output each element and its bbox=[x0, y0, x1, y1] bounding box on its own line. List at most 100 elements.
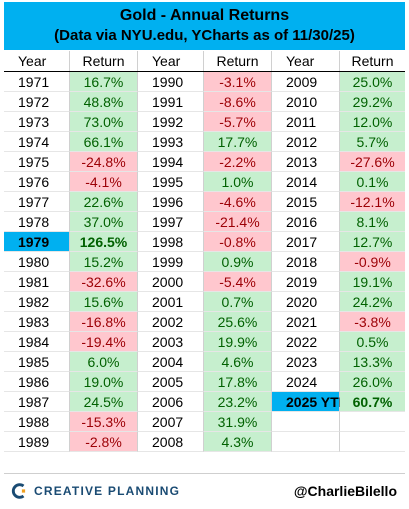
year-cell: 1995 bbox=[138, 172, 204, 192]
year-cell: 2023 bbox=[272, 352, 340, 372]
year-cell: 2013 bbox=[272, 152, 340, 172]
return-cell: 4.3% bbox=[204, 432, 272, 452]
return-cell: -16.8% bbox=[70, 312, 138, 332]
year-cell: 2002 bbox=[138, 312, 204, 332]
table-row: 1974 66.1% 1993 17.7% 2012 5.7% bbox=[4, 132, 405, 152]
table-row: 1971 16.7% 1990 -3.1% 2009 25.0% bbox=[4, 72, 405, 92]
year-cell: 2022 bbox=[272, 332, 340, 352]
footer: CREATIVE PLANNING @CharlieBilello bbox=[4, 473, 405, 507]
return-cell: 19.9% bbox=[204, 332, 272, 352]
return-cell: 26.0% bbox=[340, 372, 405, 392]
return-cell: 8.1% bbox=[340, 212, 405, 232]
year-cell: 2021 bbox=[272, 312, 340, 332]
table-row: 1972 48.8% 1991 -8.6% 2010 29.2% bbox=[4, 92, 405, 112]
table-row: 1985 6.0% 2004 4.6% 2023 13.3% bbox=[4, 352, 405, 372]
table-row: 1975 -24.8% 1994 -2.2% 2013 -27.6% bbox=[4, 152, 405, 172]
year-cell: 2008 bbox=[138, 432, 204, 452]
table-header-banner: Gold - Annual Returns (Data via NYU.edu,… bbox=[4, 2, 405, 50]
year-cell: 1994 bbox=[138, 152, 204, 172]
header-year-2: Year bbox=[138, 51, 204, 71]
year-cell: 1973 bbox=[4, 112, 70, 132]
empty-cell bbox=[340, 432, 405, 452]
year-cell: 1974 bbox=[4, 132, 70, 152]
return-cell: -15.3% bbox=[70, 412, 138, 432]
return-cell: -3.1% bbox=[204, 72, 272, 92]
return-cell: 5.7% bbox=[340, 132, 405, 152]
return-cell: 1.0% bbox=[204, 172, 272, 192]
year-cell: 1993 bbox=[138, 132, 204, 152]
return-cell: 73.0% bbox=[70, 112, 138, 132]
year-cell: 2024 bbox=[272, 372, 340, 392]
year-cell: 2006 bbox=[138, 392, 204, 412]
year-cell: 1984 bbox=[4, 332, 70, 352]
return-cell: 126.5% bbox=[70, 232, 138, 252]
return-cell: -5.7% bbox=[204, 112, 272, 132]
year-cell: 1980 bbox=[4, 252, 70, 272]
year-cell: 2017 bbox=[272, 232, 340, 252]
return-cell: 0.5% bbox=[340, 332, 405, 352]
table-title: Gold - Annual Returns bbox=[119, 7, 290, 24]
year-cell: 1997 bbox=[138, 212, 204, 232]
year-cell: 1990 bbox=[138, 72, 204, 92]
return-cell: -2.8% bbox=[70, 432, 138, 452]
return-cell: 13.3% bbox=[340, 352, 405, 372]
return-cell: 4.6% bbox=[204, 352, 272, 372]
table-row: 1983 -16.8% 2002 25.6% 2021 -3.8% bbox=[4, 312, 405, 332]
year-cell: 1999 bbox=[138, 252, 204, 272]
year-cell: 1989 bbox=[4, 432, 70, 452]
return-cell: -24.8% bbox=[70, 152, 138, 172]
return-cell: 0.9% bbox=[204, 252, 272, 272]
return-cell: 0.1% bbox=[340, 172, 405, 192]
return-cell: -27.6% bbox=[340, 152, 405, 172]
table-column-headers: Year Return Year Return Year Return bbox=[4, 51, 405, 72]
return-cell: 19.1% bbox=[340, 272, 405, 292]
year-cell: 2005 bbox=[138, 372, 204, 392]
return-cell: 31.9% bbox=[204, 412, 272, 432]
year-cell: 1991 bbox=[138, 92, 204, 112]
header-return-2: Return bbox=[204, 51, 272, 71]
table-row: 1989 -2.8% 2008 4.3% bbox=[4, 432, 405, 452]
year-cell: 1996 bbox=[138, 192, 204, 212]
year-cell: 1988 bbox=[4, 412, 70, 432]
return-cell: -5.4% bbox=[204, 272, 272, 292]
header-return-3: Return bbox=[351, 53, 394, 69]
table-row: 1976 -4.1% 1995 1.0% 2014 0.1% bbox=[4, 172, 405, 192]
return-cell: 12.0% bbox=[340, 112, 405, 132]
year-cell: 1976 bbox=[4, 172, 70, 192]
empty-cell bbox=[272, 432, 340, 452]
header-year-3: Year bbox=[272, 51, 340, 71]
year-cell: 2003 bbox=[138, 332, 204, 352]
year-cell: 2019 bbox=[272, 272, 340, 292]
year-cell: 1978 bbox=[4, 212, 70, 232]
return-cell: 0.7% bbox=[204, 292, 272, 312]
table-row: 1979 126.5% 1998 -0.8% 2017 12.7% bbox=[4, 232, 405, 252]
empty-cell bbox=[272, 412, 340, 432]
return-cell: 66.1% bbox=[70, 132, 138, 152]
return-cell: -3.8% bbox=[340, 312, 405, 332]
table-row: 1984 -19.4% 2003 19.9% 2022 0.5% bbox=[4, 332, 405, 352]
year-cell: 1977 bbox=[4, 192, 70, 212]
brand-name: CREATIVE PLANNING bbox=[34, 483, 181, 498]
year-cell: 1975 bbox=[4, 152, 70, 172]
table-row: 1982 15.6% 2001 0.7% 2020 24.2% bbox=[4, 292, 405, 312]
table-row: 1978 37.0% 1997 -21.4% 2016 8.1% bbox=[4, 212, 405, 232]
return-cell: 19.0% bbox=[70, 372, 138, 392]
header-return-1: Return bbox=[70, 51, 138, 71]
year-cell: 2018 bbox=[272, 252, 340, 272]
creative-planning-logo: CREATIVE PLANNING bbox=[10, 482, 180, 500]
year-cell: 1972 bbox=[4, 92, 70, 112]
year-cell: 2001 bbox=[138, 292, 204, 312]
return-cell: 6.0% bbox=[70, 352, 138, 372]
year-cell: 2025 YTD bbox=[272, 392, 349, 412]
year-cell: 1971 bbox=[4, 72, 70, 92]
table-row: 1988 -15.3% 2007 31.9% bbox=[4, 412, 405, 432]
return-cell: 60.7% bbox=[340, 392, 405, 412]
year-cell: 1985 bbox=[4, 352, 70, 372]
return-cell: 15.6% bbox=[70, 292, 138, 312]
year-cell: 1982 bbox=[4, 292, 70, 312]
return-cell: 25.0% bbox=[340, 72, 405, 92]
return-cell: 29.2% bbox=[340, 92, 405, 112]
year-cell: 2012 bbox=[272, 132, 340, 152]
return-cell: 22.6% bbox=[70, 192, 138, 212]
return-cell: 17.7% bbox=[204, 132, 272, 152]
